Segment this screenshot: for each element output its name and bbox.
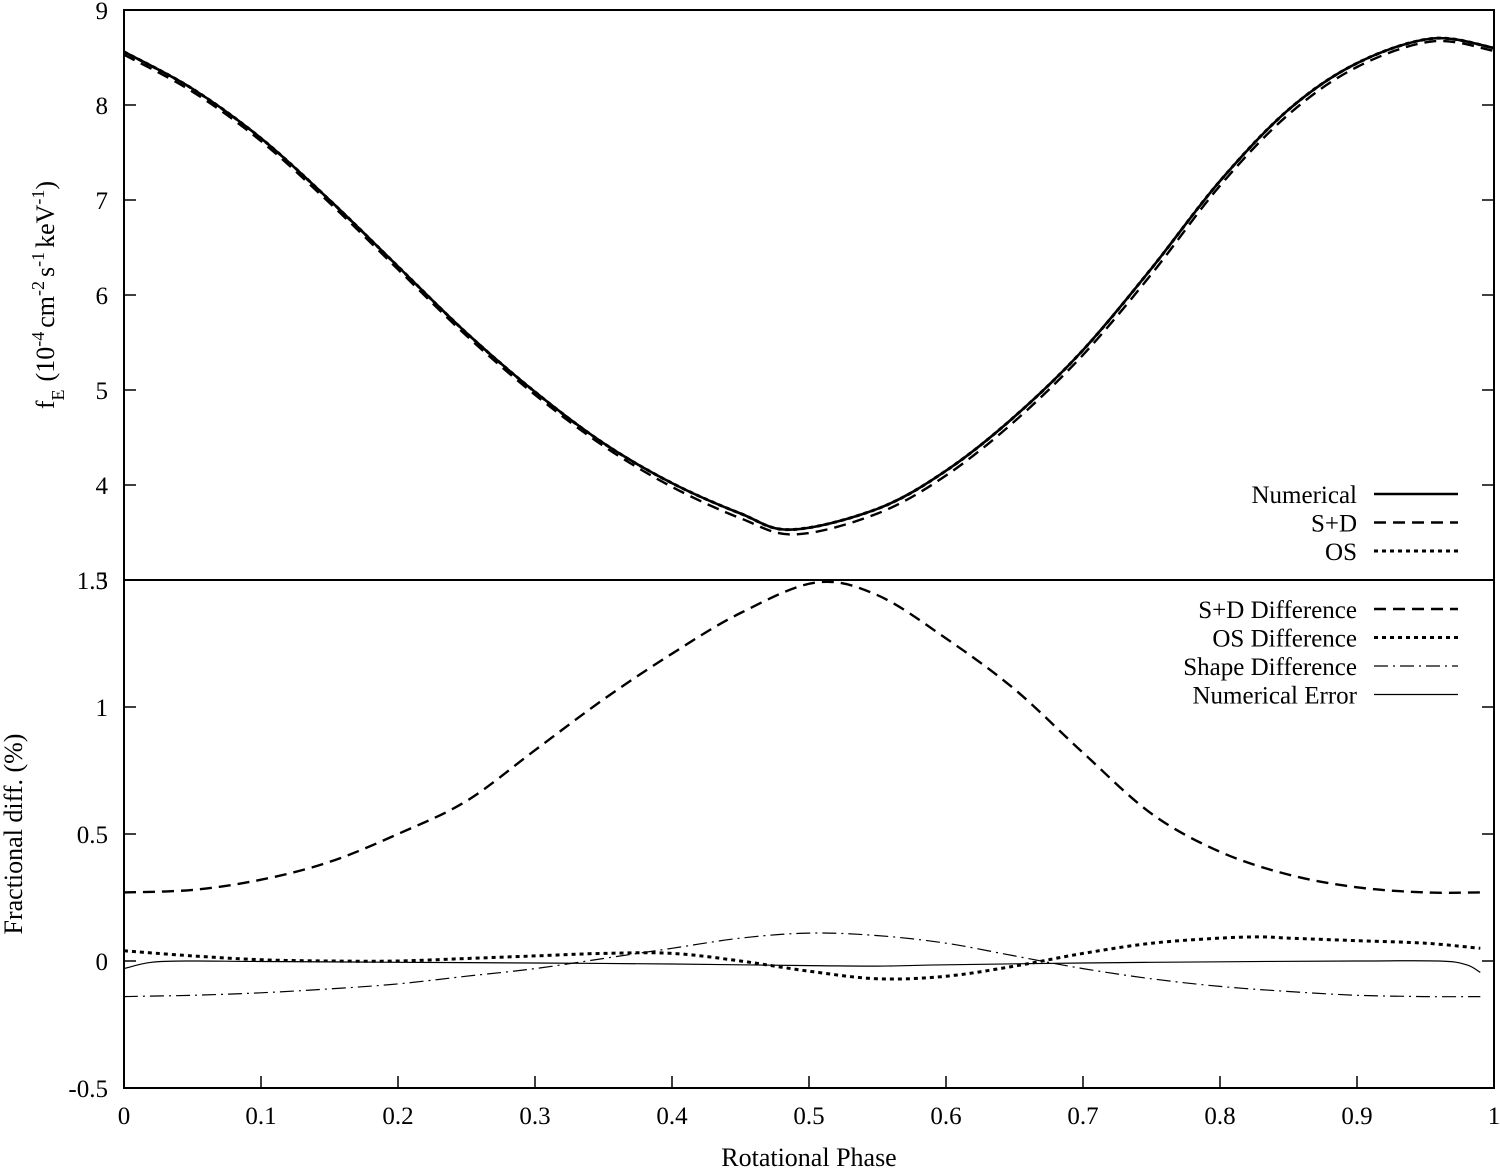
y-tick-label: 1.5	[77, 568, 108, 595]
x-tick-label: 1	[1488, 1103, 1500, 1130]
x-tick-label: 0.7	[1067, 1103, 1098, 1130]
legend-label-s-d-difference: S+D Difference	[1198, 597, 1357, 624]
x-tick-label: 0.9	[1341, 1103, 1372, 1130]
legend-label-numerical: Numerical	[1251, 482, 1357, 509]
x-tick-label: 0.3	[519, 1103, 550, 1130]
x-tick-label: 0.8	[1204, 1103, 1235, 1130]
y-tick-label: 5	[96, 378, 109, 405]
y-tick-label: 4	[96, 473, 109, 500]
legend-label-s-d: S+D	[1311, 511, 1357, 538]
series-os-line	[123, 36, 1495, 532]
x-tick-label: 0.2	[382, 1103, 413, 1130]
x-tick-label: 0.5	[793, 1103, 824, 1130]
y-tick-label: 1	[96, 695, 109, 722]
top-curves	[123, 36, 1495, 536]
legend-label-os-difference: OS Difference	[1212, 626, 1357, 653]
legend-label-shape-difference: Shape Difference	[1183, 654, 1357, 681]
legend-label-os: OS	[1325, 539, 1357, 566]
x-tick-label: 0.6	[930, 1103, 961, 1130]
top-y-axis-label: fE(10-4cm-2s-1keV-1)	[28, 181, 68, 409]
series-numerical-error-line	[123, 960, 1481, 973]
legend-label-numerical-error: Numerical Error	[1192, 683, 1357, 710]
y-tick-label: 8	[96, 93, 109, 120]
bottom-plot-frame	[123, 579, 1495, 1089]
series-os-difference-line	[123, 935, 1481, 981]
x-axis-label: Rotational Phase	[721, 1143, 896, 1169]
series-numerical-line	[123, 36, 1495, 531]
bottom-curves	[123, 580, 1481, 998]
y-tick-label: -0.5	[68, 1076, 108, 1103]
series-s-d-line	[123, 39, 1495, 536]
y-tick-label: 6	[96, 283, 109, 310]
series-s-d-difference-line	[123, 580, 1481, 894]
bottom-panel: -0.5 0 0.5 1 1.5 0 0.1 0.2 0.3 0.4 0.5 0.6 0.7 0.8 0.9…	[0, 568, 1500, 1169]
y-tick-label: 3	[96, 568, 109, 595]
bottom-y-axis-label: Fractional diff. (%)	[0, 734, 28, 935]
series-shape-difference-line	[123, 932, 1481, 998]
y-tick-label: 0.5	[77, 822, 108, 849]
x-tick-label: 0	[118, 1103, 131, 1130]
y-tick-label: 9	[96, 0, 109, 25]
bottom-ticks: -0.5 0 0.5 1 1.5 0 0.1 0.2 0.3 0.4 0.5 0.6 0.7 0.8 0.9…	[68, 568, 1500, 1130]
x-tick-label: 0.1	[245, 1103, 276, 1130]
y-tick-label: 0	[96, 949, 109, 976]
x-tick-label: 0.4	[656, 1103, 688, 1130]
y-tick-label: 7	[96, 188, 109, 215]
